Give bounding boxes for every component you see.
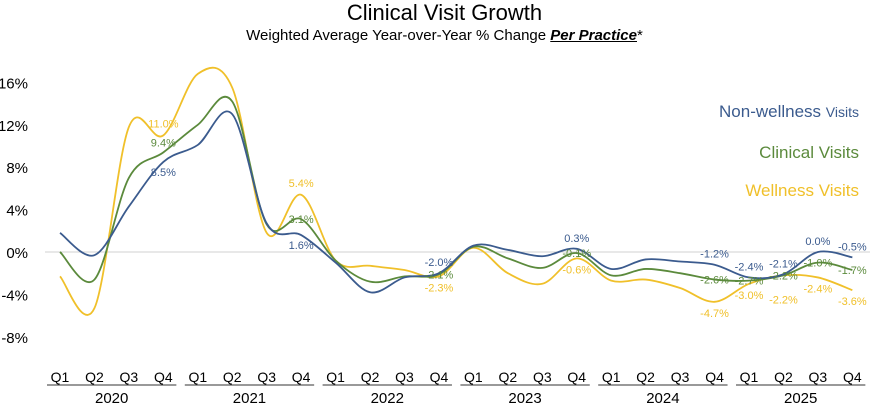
y-tick-label: 0% <box>6 245 28 262</box>
data-label: -0.6% <box>562 264 591 276</box>
data-label: -2.4% <box>735 261 764 273</box>
subtitle-suffix: * <box>637 27 643 44</box>
data-label: -1.0% <box>804 258 833 270</box>
x-tick-label: Q4 <box>292 369 311 385</box>
data-label: -3.6% <box>838 296 867 308</box>
x-tick-label: Q4 <box>705 369 724 385</box>
x-tick-label: Q4 <box>567 369 586 385</box>
x-tick-label: Q3 <box>809 369 828 385</box>
x-tick-label: Q3 <box>533 369 552 385</box>
data-label: -1.2% <box>700 249 729 261</box>
x-tick-label: Q3 <box>120 369 139 385</box>
chart-title: Clinical Visit Growth <box>346 0 543 25</box>
data-label: -2.3% <box>425 282 454 294</box>
data-label: -2.4% <box>804 283 833 295</box>
data-label: -2.1% <box>425 269 454 281</box>
year-label: 2022 <box>371 390 404 404</box>
x-tick-label: Q1 <box>51 369 70 385</box>
data-label: -2.7% <box>735 276 764 288</box>
data-label: 0.3% <box>564 233 589 245</box>
x-tick-label: Q1 <box>326 369 345 385</box>
year-label: 2025 <box>784 390 817 404</box>
chart-subtitle: Weighted Average Year-over-Year % Change… <box>0 27 889 44</box>
data-label: -2.6% <box>700 275 729 287</box>
data-label: 9.4% <box>151 137 176 149</box>
x-tick-label: Q2 <box>85 369 104 385</box>
x-tick-label: Q1 <box>464 369 483 385</box>
data-label: 1.6% <box>289 240 314 252</box>
x-tick-label: Q4 <box>154 369 173 385</box>
data-label: -4.7% <box>700 308 729 320</box>
year-label: 2023 <box>508 390 541 404</box>
data-label: -2.1% <box>769 258 798 270</box>
x-tick-label: Q3 <box>257 369 276 385</box>
data-label: -2.2% <box>769 270 798 282</box>
data-label: -2.2% <box>769 294 798 306</box>
x-tick-label: Q2 <box>223 369 242 385</box>
data-label: -2.0% <box>425 257 454 269</box>
legend-clinical: Clinical Visits <box>759 143 859 162</box>
x-tick-label: Q2 <box>636 369 655 385</box>
x-tick-label: Q2 <box>499 369 518 385</box>
subtitle-text: Weighted Average Year-over-Year % Change <box>246 27 547 44</box>
data-label: 3.1% <box>289 214 314 226</box>
year-label: 2021 <box>233 390 266 404</box>
x-tick-label: Q1 <box>602 369 621 385</box>
data-label: 8.5% <box>151 167 176 179</box>
legend-label-suffix: Visits <box>825 104 859 120</box>
year-label: 2024 <box>646 390 679 404</box>
data-label: -0.1% <box>562 248 591 260</box>
x-tick-label: Q4 <box>843 369 862 385</box>
data-label: -1.7% <box>838 265 867 277</box>
x-tick-label: Q1 <box>740 369 759 385</box>
x-tick-label: Q3 <box>671 369 690 385</box>
x-tick-label: Q2 <box>361 369 380 385</box>
x-tick-label: Q4 <box>430 369 449 385</box>
data-label: -3.0% <box>735 290 764 302</box>
data-label: -0.5% <box>838 241 867 253</box>
legend-non-wellness: Non-wellness Visits <box>719 102 859 122</box>
y-tick-label: -4% <box>1 287 28 304</box>
series-line-1 <box>59 95 853 284</box>
y-tick-label: -8% <box>1 330 28 347</box>
y-tick-label: 4% <box>6 203 28 220</box>
y-tick-label: 12% <box>0 118 28 135</box>
series-line-0 <box>59 110 853 294</box>
legend-wellness: Wellness Visits <box>745 181 859 200</box>
x-tick-label: Q3 <box>395 369 414 385</box>
subtitle-emphasis: Per Practice <box>550 27 637 44</box>
x-tick-label: Q1 <box>188 369 207 385</box>
data-label: 5.4% <box>289 178 314 190</box>
data-label: 0.0% <box>805 236 830 248</box>
data-label: 11.0% <box>148 118 179 130</box>
y-tick-label: 16% <box>0 75 28 92</box>
year-label: 2020 <box>95 390 128 404</box>
y-tick-label: 8% <box>6 160 28 177</box>
legend-label: Non-wellness <box>719 102 822 121</box>
x-tick-label: Q2 <box>774 369 793 385</box>
